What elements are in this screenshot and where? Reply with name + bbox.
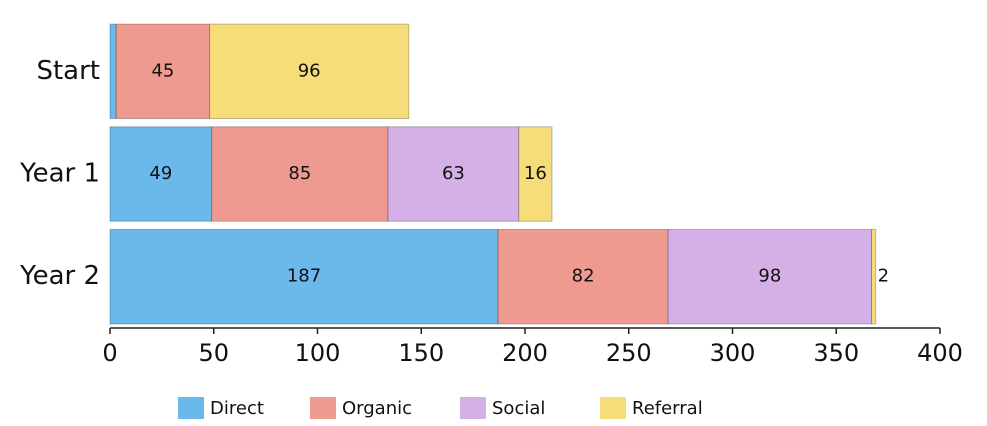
legend-swatch bbox=[460, 397, 486, 419]
bar-segment bbox=[115, 23, 211, 120]
x-tick-label: 300 bbox=[710, 339, 756, 367]
legend-label: Referral bbox=[632, 398, 703, 419]
legend-label: Organic bbox=[342, 398, 412, 419]
x-tick-label: 250 bbox=[606, 339, 652, 367]
legend-label: Social bbox=[492, 398, 545, 419]
bar-segment bbox=[667, 228, 873, 325]
bar-segment bbox=[109, 228, 499, 325]
legend-swatch bbox=[178, 397, 204, 419]
bar-segment bbox=[209, 23, 410, 120]
data-label: 85 bbox=[288, 163, 311, 184]
data-label: 63 bbox=[442, 163, 465, 184]
x-tick-label: 200 bbox=[502, 339, 548, 367]
bar-segment bbox=[497, 228, 669, 325]
bar-segment bbox=[387, 126, 520, 222]
legend-label: Direct bbox=[210, 398, 264, 419]
legend-swatch bbox=[310, 397, 336, 419]
data-label: 49 bbox=[149, 163, 172, 184]
bar-segment bbox=[109, 23, 117, 120]
bar-segment bbox=[211, 126, 389, 222]
data-label: 45 bbox=[151, 60, 174, 81]
data-label: 98 bbox=[758, 266, 781, 287]
legend-swatch bbox=[600, 397, 626, 419]
data-label: 82 bbox=[572, 266, 595, 287]
bar-segment bbox=[871, 228, 877, 325]
bar-segment bbox=[518, 126, 553, 222]
category-label: Start bbox=[36, 56, 100, 86]
x-tick-label: 50 bbox=[198, 339, 229, 367]
data-label: 2 bbox=[878, 266, 889, 287]
category-label: Year 1 bbox=[19, 159, 100, 189]
category-label: Year 2 bbox=[19, 261, 100, 291]
data-label: 16 bbox=[524, 163, 547, 184]
x-tick-label: 100 bbox=[295, 339, 341, 367]
x-tick-label: 350 bbox=[813, 339, 859, 367]
data-label: 96 bbox=[298, 60, 321, 81]
x-tick-label: 400 bbox=[917, 339, 963, 367]
x-tick-label: 0 bbox=[102, 339, 117, 367]
data-label: 187 bbox=[287, 266, 321, 287]
x-tick-label: 150 bbox=[398, 339, 444, 367]
